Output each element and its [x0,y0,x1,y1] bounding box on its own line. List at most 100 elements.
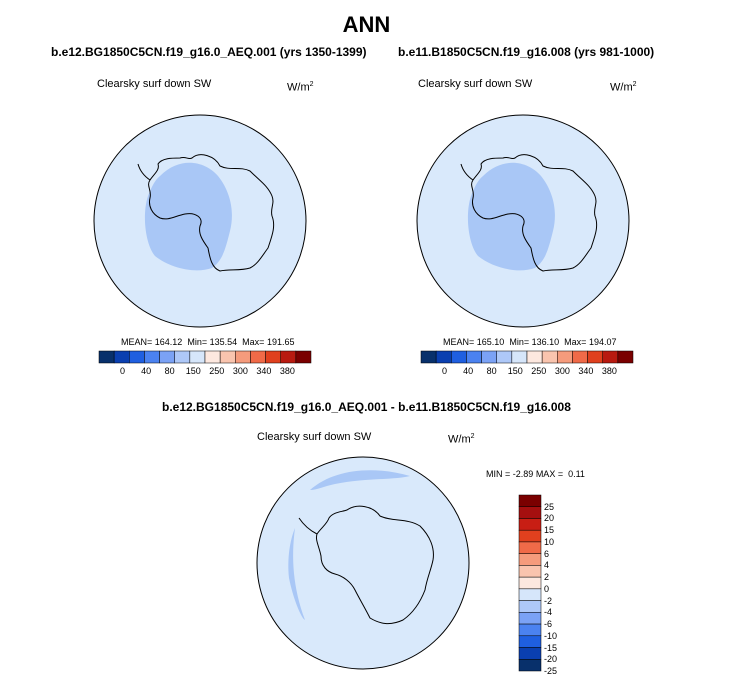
difference-colorbar [518,494,542,672]
left-case-title: b.e12.BG1850C5CN.f19_g16.0_AEQ.001 (yrs … [51,45,367,59]
colorbar-swatch [451,350,467,364]
right-colorbar [420,350,634,364]
difference-colorbar-tick-label: -20 [544,654,558,665]
difference-minmax: MIN = -2.89 MAX = 0.11 [486,469,585,479]
difference-title: b.e12.BG1850C5CN.f19_g16.0_AEQ.001 - b.e… [162,400,571,414]
colorbar-swatch [204,350,221,364]
difference-colorbar-swatch [518,553,542,566]
right-map-peninsula-outline [460,163,474,181]
colorbar-swatch [481,350,497,364]
colorbar-swatch [435,350,452,364]
difference-map [256,456,470,670]
left-colorbar [98,350,312,364]
colorbar-tick-label: 0 [120,366,126,376]
colorbar-tick-label: 250 [209,366,225,376]
colorbar-swatch [587,350,603,364]
colorbar-swatch [602,350,619,364]
colorbar-swatch [98,350,115,364]
colorbar-tick-label: 300 [232,366,248,376]
difference-colorbar-swatch [518,647,542,660]
difference-units: W/m2 [448,433,475,446]
difference-colorbar-tick-label: -2 [544,595,553,606]
colorbar-tick-label: 150 [507,366,523,376]
left-map [93,114,307,328]
right-map-interior-field [467,162,555,271]
left-units: W/m2 [287,81,314,94]
difference-colorbar-tick-label: 10 [544,536,555,547]
colorbar-swatch [144,350,160,364]
difference-colorbar-tick-label: 4 [544,560,550,571]
colorbar-tick-label: 0 [442,366,448,376]
difference-colorbar-tick-label: -10 [544,630,558,641]
colorbar-tick-label: 250 [531,366,547,376]
colorbar-swatch [526,350,543,364]
difference-colorbar-swatch [518,529,542,543]
colorbar-swatch [235,350,251,364]
difference-colorbar-swatch [518,659,542,672]
right-case-title: b.e11.B1850C5CN.f19_g16.008 (yrs 981-100… [398,45,655,59]
colorbar-tick-label: 80 [164,366,175,376]
difference-map-peninsula-outline [298,517,318,535]
difference-colorbar-tick-label: 25 [544,501,555,512]
difference-colorbar-tick-label: -25 [544,666,558,676]
colorbar-swatch [420,350,437,364]
right-variable-title: Clearsky surf down SW [418,78,533,90]
difference-colorbar-tick-label: 2 [544,572,550,583]
difference-colorbar-swatch [518,588,542,601]
left-variable-title: Clearsky surf down SW [97,78,212,90]
colorbar-tick-label: 340 [256,366,272,376]
colorbar-swatch [265,350,281,364]
difference-colorbar-tick-label: 0 [544,583,550,594]
difference-colorbar-swatch [518,506,542,519]
colorbar-tick-label: 40 [141,366,152,376]
colorbar-swatch [572,350,588,364]
right-stats: MEAN= 165.10 Min= 136.10 Max= 194.07 [443,337,617,347]
left-map-peninsula-outline [137,163,151,181]
colorbar-swatch [174,350,191,364]
colorbar-swatch [280,350,297,364]
difference-colorbar-swatch [518,541,542,554]
colorbar-swatch [113,350,130,364]
left-colorbar-labels: 0 40 80 150 250 300 340 380 [99,366,311,378]
colorbar-swatch [466,350,482,364]
difference-colorbar-swatch [518,612,542,625]
difference-colorbar-swatch [518,565,542,578]
difference-colorbar-swatch [518,576,542,590]
colorbar-tick-label: 80 [486,366,497,376]
colorbar-swatch [496,350,513,364]
difference-variable-title: Clearsky surf down SW [257,431,372,443]
difference-colorbar-tick-label: -15 [544,642,558,653]
difference-map-band [310,470,410,490]
difference-map-west-band [288,528,305,620]
difference-colorbar-swatch [518,494,542,507]
difference-colorbar-swatch [518,623,542,637]
left-stats: MEAN= 164.12 Min= 135.54 Max= 191.65 [121,337,295,347]
difference-colorbar-tick-label: 6 [544,548,550,559]
colorbar-tick-label: 40 [463,366,474,376]
colorbar-swatch [189,350,206,364]
right-colorbar-labels: 0 40 80 150 250 300 340 380 [421,366,633,378]
right-map-antarctica-outline [471,154,598,272]
colorbar-swatch [250,350,266,364]
difference-colorbar-tick-label: -4 [544,607,553,618]
colorbar-swatch [159,350,175,364]
colorbar-tick-label: 380 [601,366,617,376]
main-title: ANN [342,12,391,37]
right-units: W/m2 [610,81,637,94]
difference-colorbar-tick-label: -6 [544,619,553,630]
left-map-antarctica-outline [148,154,275,272]
difference-colorbar-swatch [518,635,542,648]
colorbar-swatch [295,350,312,364]
colorbar-tick-label: 300 [554,366,570,376]
colorbar-swatch [541,350,558,364]
difference-colorbar-swatch [518,600,542,613]
colorbar-swatch [129,350,145,364]
colorbar-swatch [557,350,573,364]
difference-colorbar-tick-label: 15 [544,525,555,536]
left-map-interior-field [144,162,232,271]
colorbar-swatch [511,350,528,364]
right-map [416,114,630,328]
difference-colorbar-swatch [518,518,542,531]
difference-map-ocean [256,456,470,670]
colorbar-swatch [219,350,236,364]
